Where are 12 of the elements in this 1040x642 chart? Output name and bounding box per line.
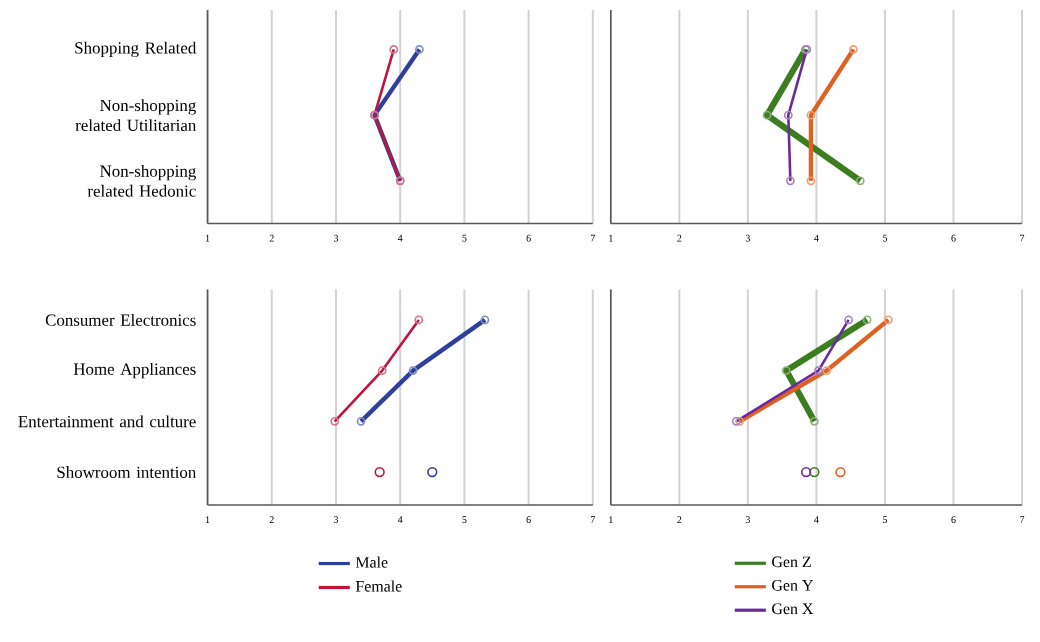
y-tick-label: Showroom intention (57, 465, 197, 478)
point (835, 466, 846, 477)
point (800, 466, 812, 477)
y-tick-label: Shopping Related (75, 41, 197, 57)
point (427, 466, 438, 477)
y-tick-label: Entertainment and culture (18, 415, 196, 427)
point (374, 466, 385, 477)
y-tick-label: Non-shopping related Utilitarian (75, 98, 197, 131)
point (809, 466, 820, 477)
y-tick-label: Home Appliances (73, 362, 196, 378)
y-tick-label: Non-shopping related Hedonic (87, 164, 196, 197)
y-tick-label: Consumer Electronics (45, 313, 196, 326)
